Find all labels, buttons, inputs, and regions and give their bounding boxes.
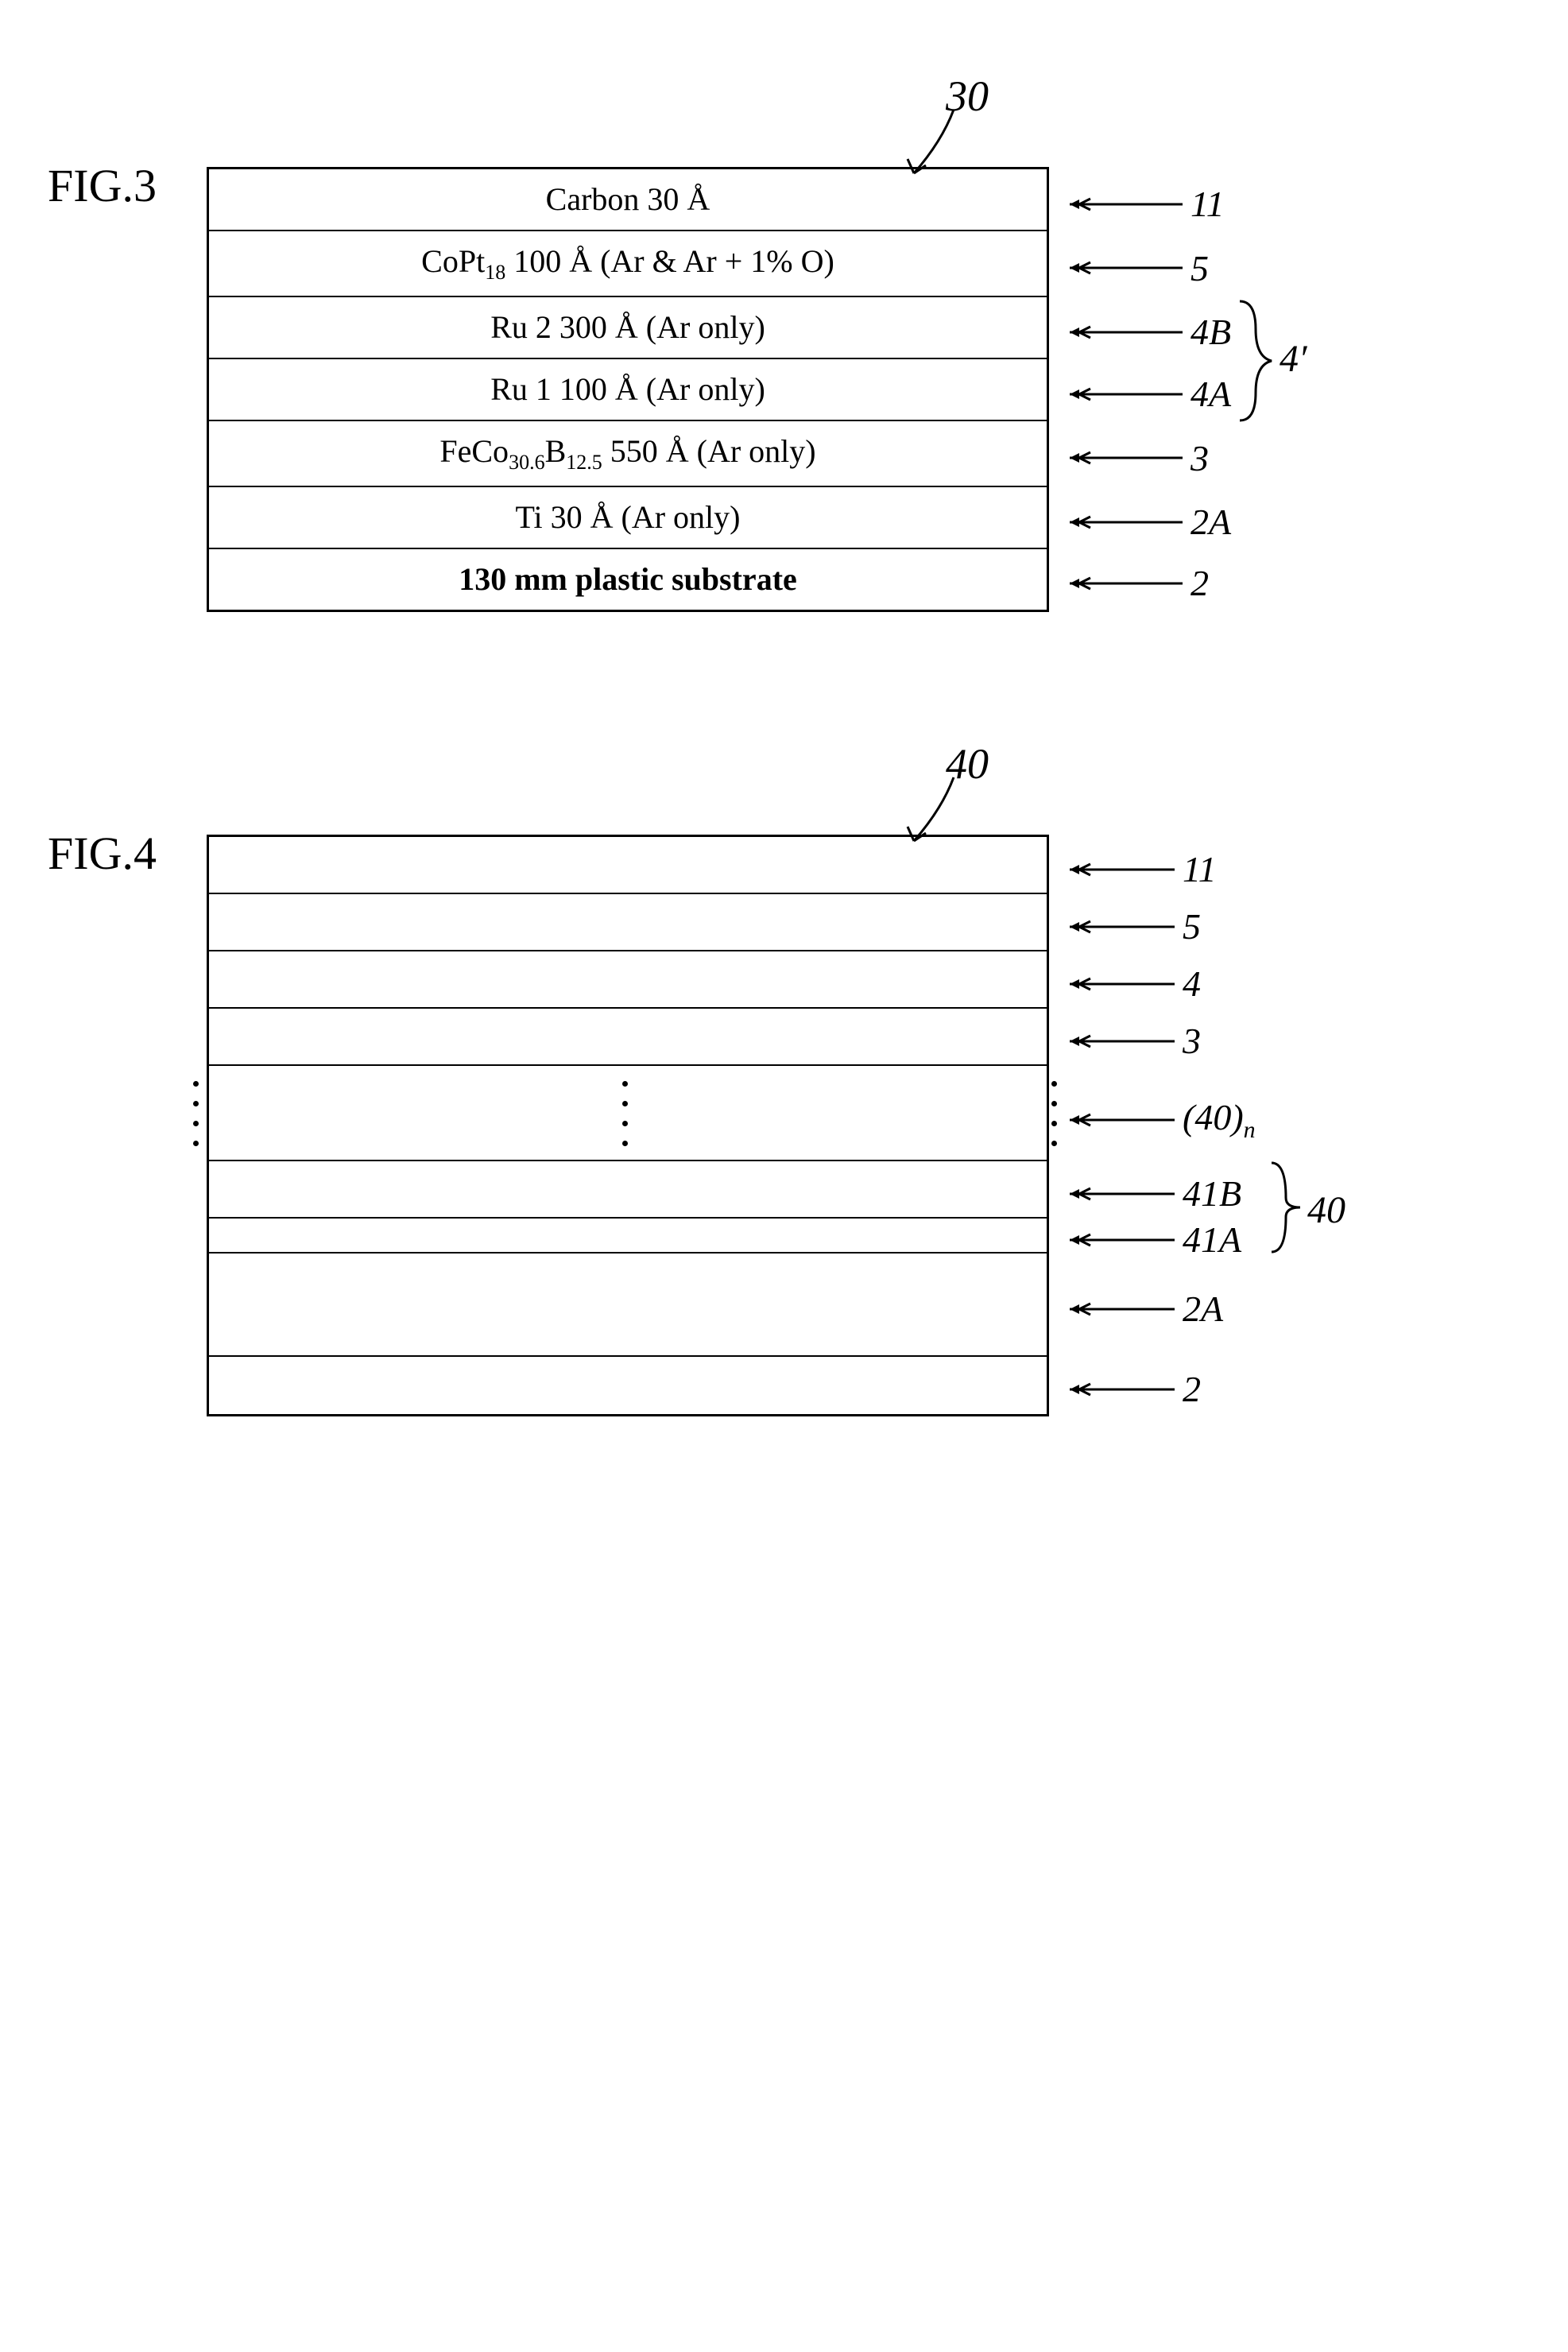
figure-3-stack-wrapper: 30 Carbon 30 ÅCoPt18 100 Å (Ar & Ar + 1%… xyxy=(207,167,1319,612)
fig3-annot-5: 5 xyxy=(1065,247,1209,289)
fig4-layer-2 xyxy=(209,1357,1047,1414)
fig3-annot-11: 11 xyxy=(1065,183,1225,225)
fig4-annot-4: 4 xyxy=(1065,963,1201,1005)
fig4-layer-41a xyxy=(209,1219,1047,1253)
arrow-left-icon xyxy=(1065,860,1176,879)
figure-4-layer-stack xyxy=(207,835,1049,1416)
arrow-left-icon xyxy=(1065,448,1184,467)
fig4-annot-2: 2 xyxy=(1065,1368,1201,1410)
figure-3-layer-stack: Carbon 30 ÅCoPt18 100 Å (Ar & Ar + 1% O)… xyxy=(207,167,1049,612)
figure-3-label: FIG.3 xyxy=(48,159,157,212)
fig4-layer-2a xyxy=(209,1253,1047,1357)
arrow-left-icon xyxy=(1065,1184,1176,1203)
fig4-annot-41B: 41B xyxy=(1065,1172,1241,1215)
arrow-left-icon xyxy=(1065,917,1176,936)
arrow-left-icon xyxy=(1065,574,1184,593)
fig4-annot-3: 3 xyxy=(1065,1020,1201,1062)
figure-3: FIG.3 30 Carbon 30 ÅCoPt18 100 Å (Ar & A… xyxy=(48,167,1520,612)
figure-3-bracket-label: 4′ xyxy=(1280,337,1307,381)
arrow-left-icon xyxy=(1065,975,1176,994)
figure-4-label: FIG.4 xyxy=(48,827,157,880)
arrow-left-icon xyxy=(1065,385,1184,404)
arrow-left-icon xyxy=(1065,1230,1176,1250)
fig3-layer-5: Ti 30 Å (Ar only) xyxy=(209,487,1047,549)
fig4-gap-row xyxy=(209,1066,1047,1161)
arrow-left-icon xyxy=(1065,258,1184,277)
figure-4-bracket-label: 40 xyxy=(1307,1188,1345,1232)
ellipsis-dots-icon xyxy=(622,1074,628,1153)
fig4-annot-40: (40)n xyxy=(1065,1096,1256,1144)
fig4-annot-5: 5 xyxy=(1065,905,1201,947)
fig3-layer-6: 130 mm plastic substrate xyxy=(209,549,1047,610)
arrow-left-icon xyxy=(1065,1380,1176,1399)
fig3-layer-3: Ru 1 100 Å (Ar only) xyxy=(209,359,1047,421)
fig4-layer-3 xyxy=(209,1009,1047,1066)
figure-4-stack-wrapper: 40 40 xyxy=(207,835,1319,1416)
fig4-layer-5 xyxy=(209,894,1047,951)
fig4-annot-2A: 2A xyxy=(1065,1288,1223,1330)
arrow-left-icon xyxy=(1065,513,1184,532)
figure-4: FIG.4 40 40 xyxy=(48,835,1520,1416)
fig3-annot-4A: 4A xyxy=(1065,373,1231,415)
fig3-layer-0: Carbon 30 Å xyxy=(209,169,1047,231)
arrow-left-icon xyxy=(1065,195,1184,214)
arrow-left-icon xyxy=(1065,1110,1176,1130)
ellipsis-dots-icon xyxy=(193,1074,199,1153)
fig4-layer-4 xyxy=(209,951,1047,1009)
arrow-left-icon xyxy=(1065,323,1184,342)
fig3-annot-4B: 4B xyxy=(1065,311,1231,353)
arrow-left-icon xyxy=(1065,1032,1176,1051)
fig3-annot-2: 2 xyxy=(1065,562,1209,604)
fig3-annot-2A: 2A xyxy=(1065,501,1231,543)
fig3-layer-1: CoPt18 100 Å (Ar & Ar + 1% O) xyxy=(209,231,1047,297)
fig3-layer-4: FeCo30.6B12.5 550 Å (Ar only) xyxy=(209,421,1047,487)
ellipsis-dots-icon xyxy=(1051,1074,1057,1153)
fig3-annot-3: 3 xyxy=(1065,437,1209,479)
fig4-annot-41A: 41A xyxy=(1065,1219,1241,1261)
arrow-left-icon xyxy=(1065,1300,1176,1319)
fig4-annot-11: 11 xyxy=(1065,848,1217,890)
fig4-layer-41b xyxy=(209,1161,1047,1219)
fig4-layer-11 xyxy=(209,837,1047,894)
fig3-layer-2: Ru 2 300 Å (Ar only) xyxy=(209,297,1047,359)
